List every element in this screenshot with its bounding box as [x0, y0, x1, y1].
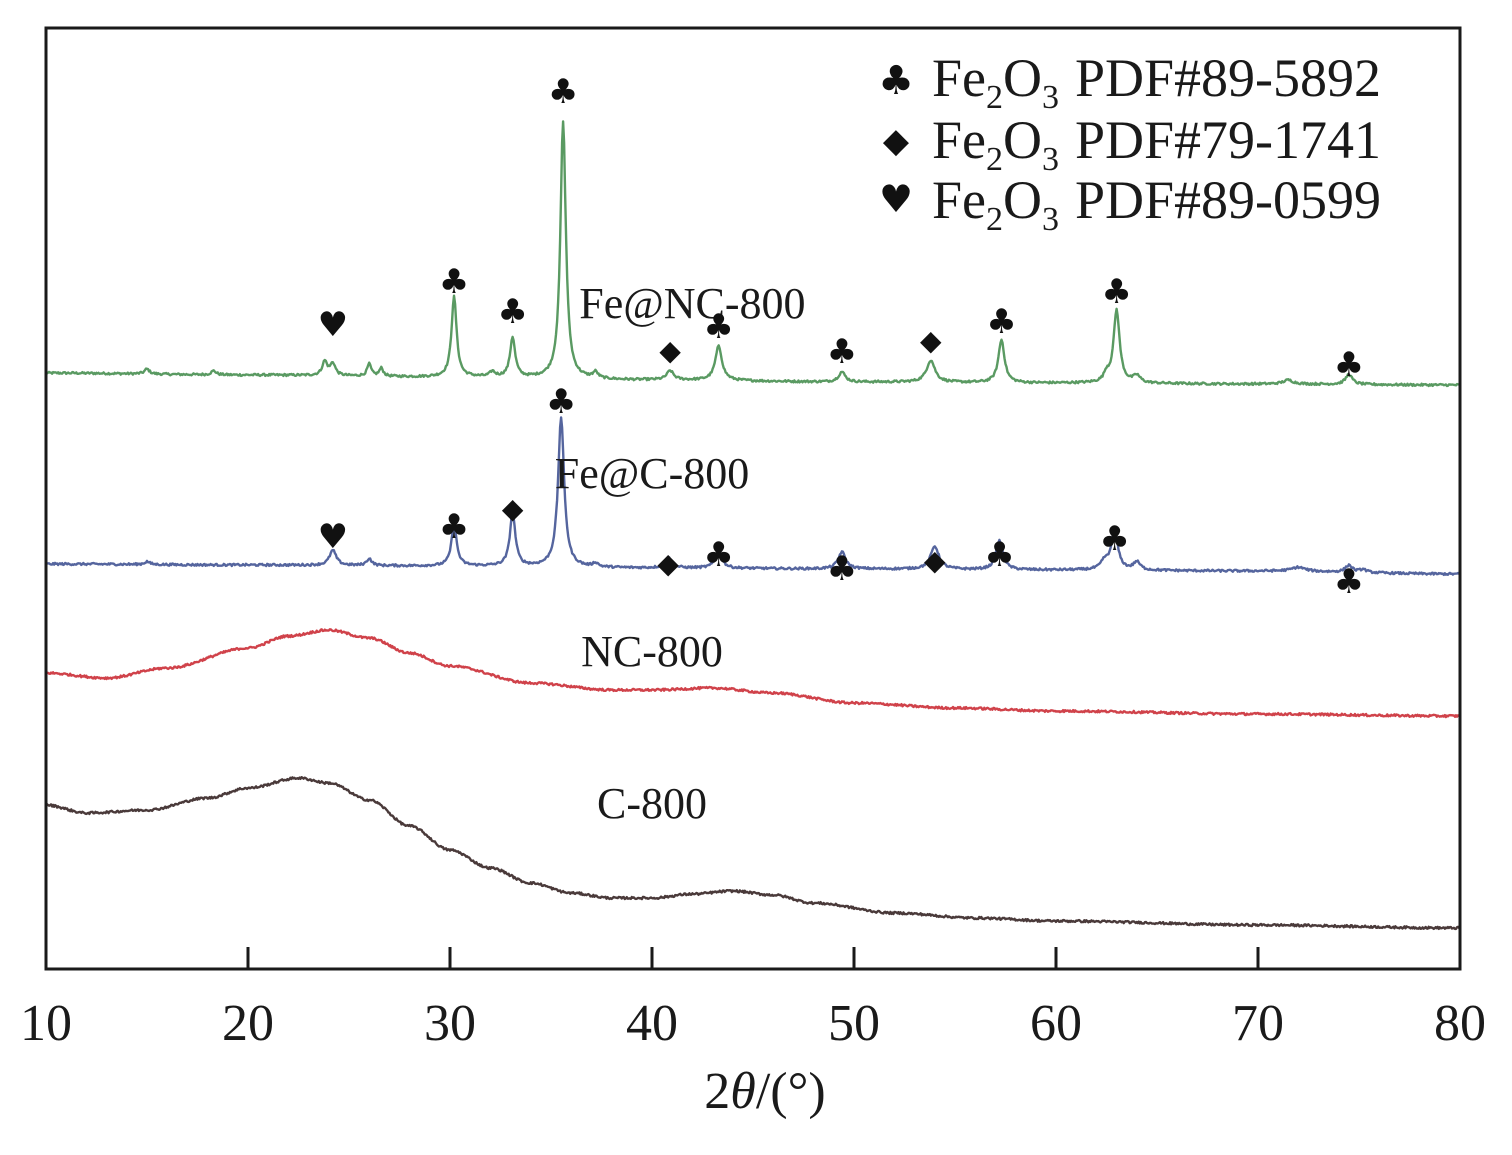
- legend-mid-diamond: O: [1003, 110, 1042, 170]
- series-lines: [44, 120, 1461, 931]
- peak-marker-diamond: ◆: [924, 544, 946, 577]
- x-axis-title: 2θ/(°): [704, 1063, 825, 1120]
- x-axis-title-prefix: 2: [704, 1063, 730, 1120]
- x-axis-title-suffix: /(°): [756, 1063, 826, 1120]
- x-tick-label-50: 50: [828, 995, 880, 1052]
- legend-ref-heart: PDF#89-0599: [1075, 170, 1381, 230]
- peak-marker-club: ♣: [1099, 519, 1129, 559]
- peak-marker-club: ♣: [497, 292, 527, 332]
- legend-mid-club: O: [1003, 48, 1042, 108]
- series-line-nc-800: [45, 628, 1461, 719]
- peak-marker-club: ♣: [1334, 345, 1364, 385]
- legend-ref-club: PDF#89-5892: [1075, 48, 1381, 108]
- legend-text-heart: Fe2O3 PDF#89-0599: [932, 170, 1381, 238]
- x-tick-label-20: 20: [222, 995, 274, 1052]
- legend-entry-diamond: ◆ Fe2O3 PDF#79-1741: [883, 110, 1381, 178]
- legend-symbol-club: ♣: [878, 58, 914, 104]
- series-line-fe-c-800: [45, 416, 1461, 577]
- peak-markers: ♥ ♣ ♣ ♣ ◆ ♣ ♣ ◆ ♣ ♣ ♣ ♥ ♣ ◆ ♣ ◆ ♣ ♣ ◆ ♣ ♣ ♣: [318, 72, 1365, 602]
- legend-entry-heart: ♥ Fe2O3 PDF#89-0599: [879, 170, 1381, 238]
- x-tick-label-40: 40: [626, 995, 678, 1052]
- legend-text-club: Fe2O3 PDF#89-5892: [932, 48, 1381, 116]
- series-line-fe-nc-800: [45, 120, 1461, 388]
- legend-phase-diamond: Fe: [932, 110, 986, 170]
- x-tick-label-10: 10: [20, 995, 72, 1052]
- peak-marker-diamond: ◆: [502, 492, 524, 525]
- legend-symbol-heart: ♥: [879, 177, 913, 221]
- legend-sub2-club: 3: [1042, 79, 1059, 116]
- legend-text-diamond: Fe2O3 PDF#79-1741: [932, 110, 1381, 178]
- peak-marker-heart: ♥: [318, 517, 348, 557]
- x-tick-label-60: 60: [1030, 995, 1082, 1052]
- legend-entry-club: ♣ Fe2O3 PDF#89-5892: [878, 48, 1381, 116]
- series-labels: Fe@NC-800 Fe@C-800 NC-800 C-800: [555, 279, 806, 828]
- series-label-nc-800: NC-800: [581, 627, 723, 676]
- peak-marker-heart: ♥: [318, 305, 348, 345]
- legend-phase-club: Fe: [932, 48, 986, 108]
- peak-marker-club: ♣: [1334, 562, 1364, 602]
- peak-marker-club: ♣: [546, 382, 576, 422]
- plot-frame: [44, 26, 1462, 971]
- peak-marker-club: ♣: [439, 507, 469, 547]
- legend-sub2-diamond: 3: [1042, 141, 1059, 178]
- legend-phase-heart: Fe: [932, 170, 986, 230]
- series-label-fe-nc-800: Fe@NC-800: [579, 279, 805, 328]
- x-axis-title-theta: θ: [730, 1063, 756, 1120]
- peak-marker-diamond: ◆: [659, 334, 681, 367]
- peak-marker-club: ♣: [703, 535, 733, 575]
- x-tick-label-70: 70: [1232, 995, 1284, 1052]
- peak-marker-club: ♣: [986, 302, 1016, 342]
- series-label-fe-c-800: Fe@C-800: [555, 449, 750, 498]
- legend-sub1-heart: 2: [986, 201, 1003, 238]
- legend-sub2-heart: 3: [1042, 201, 1059, 238]
- peak-marker-club: ♣: [1101, 272, 1131, 312]
- peak-marker-club: ♣: [827, 332, 857, 372]
- x-axis-tick-labels: 10 20 30 40 50 60 70 80: [20, 995, 1486, 1052]
- legend-sub1-diamond: 2: [986, 141, 1003, 178]
- x-axis-ticks: [44, 947, 1462, 969]
- peak-marker-club: ♣: [827, 549, 857, 589]
- peak-marker-diamond: ◆: [920, 324, 942, 357]
- peak-marker-club: ♣: [984, 535, 1014, 575]
- peak-marker-club: ♣: [548, 72, 578, 112]
- legend-symbol-diamond: ◆: [883, 121, 910, 161]
- x-tick-label-80: 80: [1434, 995, 1486, 1052]
- x-tick-label-30: 30: [424, 995, 476, 1052]
- series-line-c-800: [44, 776, 1461, 931]
- legend: ♣ Fe2O3 PDF#89-5892 ◆ Fe2O3 PDF#79-1741 ♥ …: [878, 48, 1381, 238]
- legend-mid-heart: O: [1003, 170, 1042, 230]
- peak-marker-club: ♣: [703, 307, 733, 347]
- series-label-c-800: C-800: [597, 779, 707, 828]
- legend-sub1-club: 2: [986, 79, 1003, 116]
- peak-marker-club: ♣: [439, 262, 469, 302]
- legend-ref-diamond: PDF#79-1741: [1075, 110, 1381, 170]
- peak-marker-diamond: ◆: [657, 547, 679, 580]
